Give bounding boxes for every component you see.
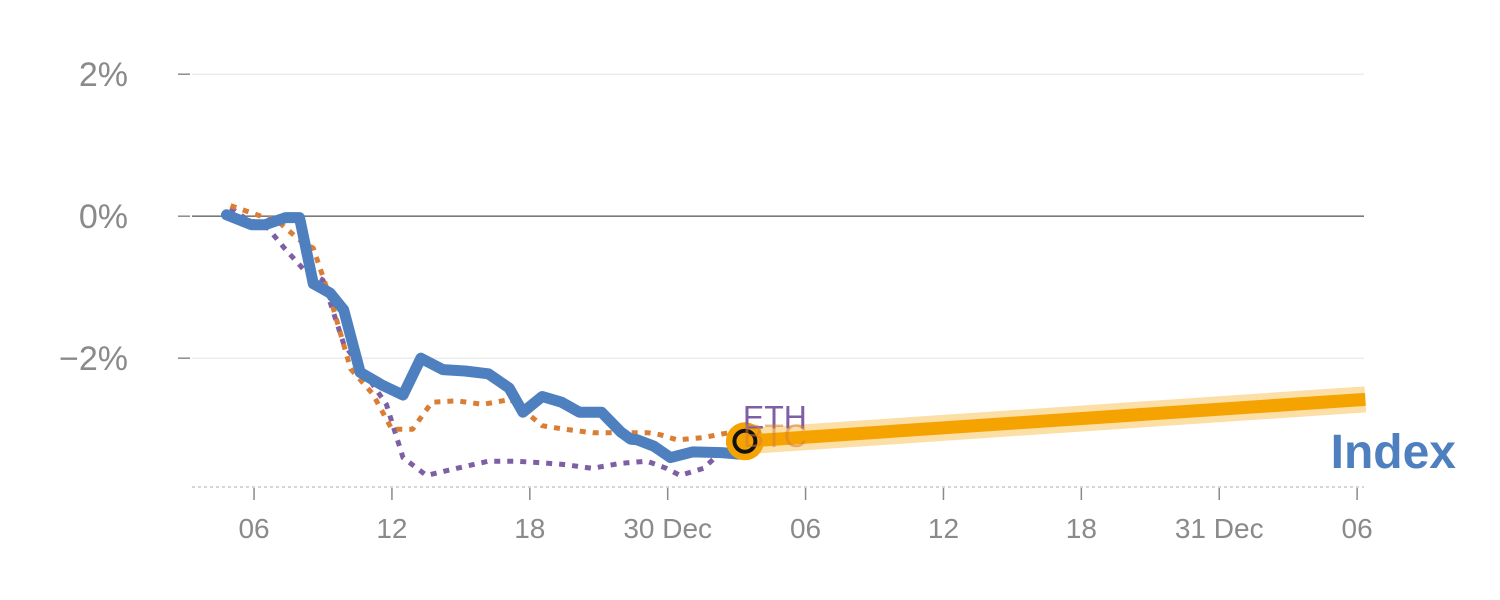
projection-highlight	[725, 386, 1367, 461]
x-tick-label: 30 Dec	[623, 513, 712, 544]
series-line-index	[221, 209, 751, 464]
x-tick-label: 18	[514, 513, 545, 544]
series-label-eth: ETH	[743, 399, 807, 435]
y-tick-label: 2%	[79, 56, 128, 94]
series-label-index: Index	[1331, 426, 1457, 479]
gridlines	[192, 73, 1364, 359]
series-lines	[221, 203, 751, 478]
projection-marker-dot	[732, 428, 758, 454]
projection-line	[744, 392, 1366, 448]
x-tick-label: 06	[1342, 513, 1373, 544]
projection-marker-ring	[725, 422, 764, 461]
x-tick-label: 18	[1066, 513, 1097, 544]
x-tick-label: 12	[376, 513, 407, 544]
y-tick-label: −2%	[59, 340, 128, 378]
x-tick-label: 12	[928, 513, 959, 544]
series-label-btc: BTC	[743, 418, 807, 454]
axes: 2% 0% −2% 06 12 18 30 Dec 06 12 18 31 Dec 06	[59, 56, 1373, 544]
x-tick-label: 06	[238, 513, 269, 544]
x-tick-label: 31 Dec	[1175, 513, 1264, 544]
y-tick-label: 0%	[79, 198, 128, 236]
series-line-eth	[229, 205, 743, 478]
x-tick-label: 06	[790, 513, 821, 544]
